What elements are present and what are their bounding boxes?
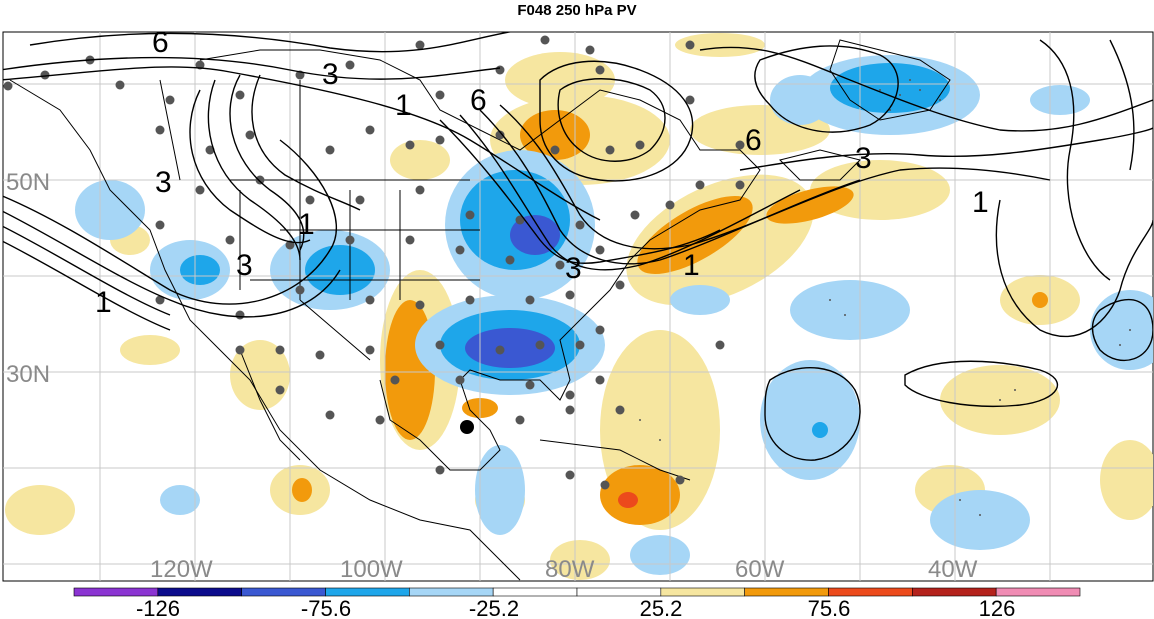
colorbar-swatch [241, 587, 326, 597]
lat-label-30n: 30N [6, 361, 50, 388]
svg-text:60W: 60W [735, 556, 785, 583]
svg-text:3: 3 [855, 142, 872, 175]
svg-text:6: 6 [470, 84, 487, 117]
lat-label-50n: 50N [6, 169, 50, 196]
map-title: F048 250 hPa PV [517, 2, 637, 19]
coastlines [9, 39, 951, 581]
svg-text:100W: 100W [340, 556, 403, 583]
colorbar-swatch [912, 587, 997, 597]
longitude-labels: 120W 100W 80W 60W 40W [150, 556, 978, 583]
colorbar-swatches [73, 587, 1081, 597]
positive-anomaly-max [618, 492, 638, 508]
svg-text:3: 3 [322, 58, 339, 91]
svg-text:6: 6 [745, 124, 762, 157]
colorbar-label-neg126: -126 [136, 596, 180, 619]
svg-text:6: 6 [152, 26, 169, 59]
svg-text:1: 1 [395, 89, 412, 122]
colorbar-label-pos25: 25.2 [640, 596, 683, 619]
colorbar-swatch [409, 587, 494, 597]
svg-text:1: 1 [298, 208, 315, 241]
contour-labels: 6 3 1 6 3 1 6 3 1 1 3 3 1 [95, 26, 989, 319]
svg-text:3: 3 [155, 166, 172, 199]
storm-center-marker [460, 420, 474, 434]
svg-text:3: 3 [236, 249, 253, 282]
colorbar-swatch [325, 587, 410, 597]
colorbar-swatch [157, 587, 242, 597]
svg-text:1: 1 [683, 249, 700, 282]
svg-text:1: 1 [972, 186, 989, 219]
latitude-labels: 50N 30N [6, 169, 50, 388]
svg-text:40W: 40W [928, 556, 978, 583]
colorbar-swatch [828, 587, 913, 597]
colorbar-label-neg25: -25.2 [469, 596, 519, 619]
significance-stipple [639, 79, 1131, 516]
colorbar-label-pos126: 126 [979, 596, 1016, 619]
svg-text:120W: 120W [150, 556, 213, 583]
colorbar-tick-labels: -126 -75.6 -25.2 25.2 75.6 126 [136, 596, 1015, 619]
svg-text:1: 1 [95, 286, 112, 319]
colorbar-swatch [660, 587, 745, 597]
colorbar-label-pos75: 75.6 [808, 596, 851, 619]
graticule [3, 32, 1153, 581]
colorbar-swatch [576, 587, 662, 597]
colorbar-swatch [744, 587, 829, 597]
colorbar-label-neg75: -75.6 [301, 596, 351, 619]
colorbar-swatch [995, 587, 1081, 597]
colorbar-swatch [492, 587, 578, 597]
pv-contours [3, 32, 1153, 461]
svg-text:3: 3 [565, 252, 582, 285]
negative-anomaly-strong [465, 215, 560, 368]
observation-sites [3, 35, 745, 490]
colorbar-swatch [73, 587, 159, 597]
positive-anomaly-strong [292, 110, 1048, 525]
svg-text:80W: 80W [545, 556, 595, 583]
